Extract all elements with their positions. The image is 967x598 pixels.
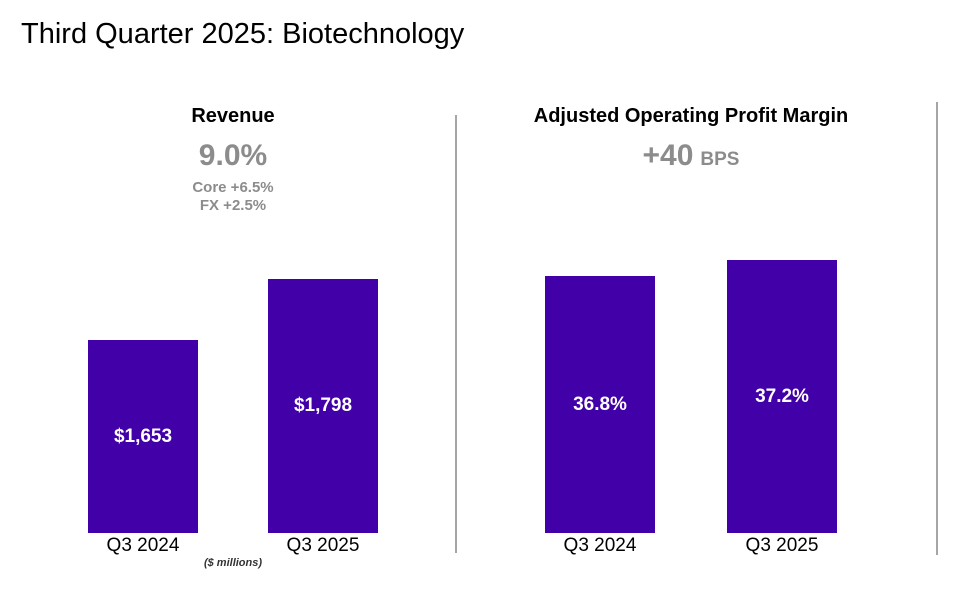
revenue-category-q3-2024: Q3 2024 (106, 535, 180, 556)
margin-bar-q3-2025: 37.2% (727, 260, 837, 533)
revenue-growth-fx: FX +2.5% (199, 197, 267, 214)
revenue-bar-value-q3-2025: $1,798 (293, 395, 353, 416)
revenue-category-q3-2025: Q3 2025 (286, 535, 360, 556)
revenue-growth-value: 9.0% (198, 139, 268, 172)
revenue-bar-value-q3-2024: $1,653 (113, 425, 173, 447)
margin-change-stat: +40 BPS (466, 139, 916, 174)
margin-bar-value-q3-2025: 37.2% (755, 385, 809, 407)
margin-category-q3-2025: Q3 2025 (745, 535, 819, 556)
revenue-title: Revenue (191, 105, 275, 127)
margin-bar-q3-2024: 36.8% (545, 276, 655, 533)
margin-title: Adjusted Operating Profit Margin (533, 105, 849, 127)
margin-change-unit: BPS (700, 149, 740, 170)
margin-category-q3-2024: Q3 2024 (563, 535, 637, 556)
slide-title: Third Quarter 2025: Biotechnology (21, 18, 465, 50)
panel-divider (455, 115, 457, 553)
revenue-units-note: ($ millions) (203, 557, 263, 569)
right-edge-divider (936, 102, 938, 555)
revenue-bar-q3-2025: $1,798 (268, 279, 378, 533)
margin-bar-value-q3-2024: 36.8% (573, 393, 627, 415)
margin-change-value: +40 (642, 139, 694, 172)
revenue-growth-core: Core +6.5% (192, 179, 274, 196)
revenue-bar-q3-2024: $1,653 (88, 340, 198, 533)
